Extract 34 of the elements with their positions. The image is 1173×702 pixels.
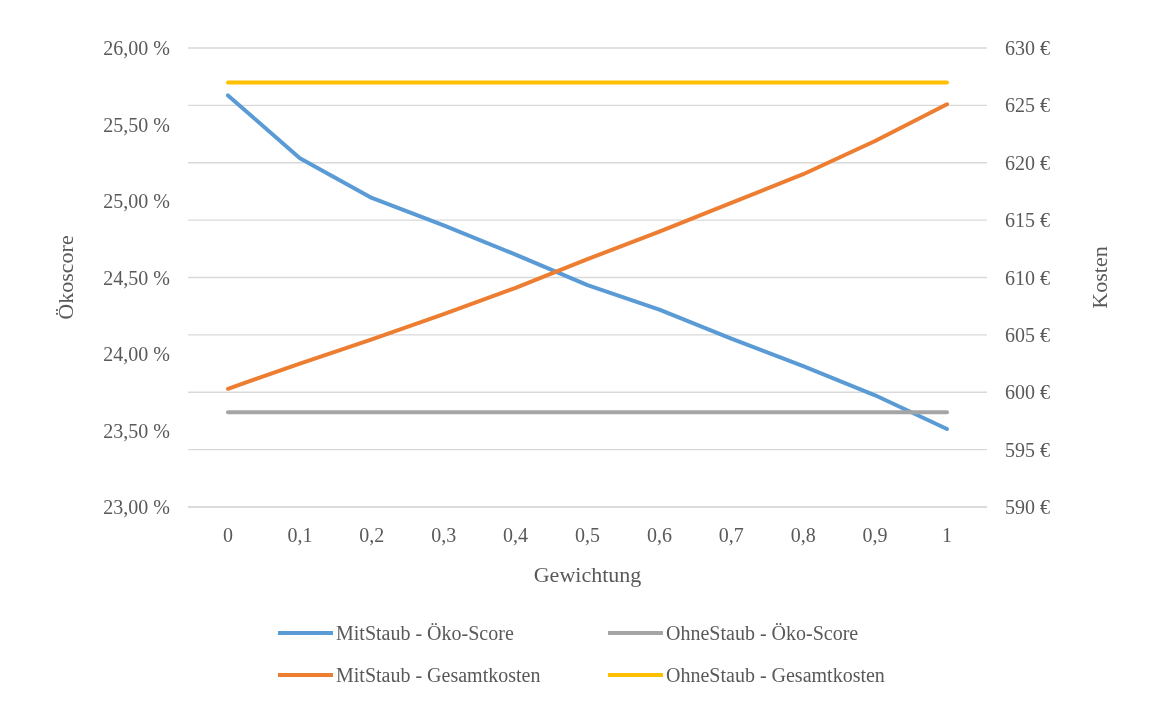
y2-tick-label: 605 €	[1005, 323, 1050, 346]
y-tick-label: 24,00 %	[103, 343, 170, 365]
y2-axis-title: Kosten	[1087, 246, 1112, 309]
x-tick-label: 0	[223, 524, 233, 546]
x-tick-label: 0,5	[575, 524, 600, 546]
y-tick-label: 23,00 %	[103, 496, 170, 518]
legend-label: MitStaub - Gesamtkosten	[336, 664, 541, 686]
y-axis-title: Ökoscore	[53, 235, 78, 320]
y-tick-label: 24,50 %	[103, 266, 170, 289]
y2-tick-label: 595 €	[1005, 438, 1050, 461]
x-tick-label: 0,7	[718, 524, 744, 546]
x-tick-label: 0,4	[503, 524, 529, 546]
legend-label: OhneStaub - Öko-Score	[666, 622, 859, 644]
x-tick-label: 1	[942, 524, 952, 546]
x-tick-label: 0,6	[646, 524, 672, 546]
y2-tick-label: 590 €	[1005, 496, 1050, 518]
y-tick-label: 25,00 %	[103, 190, 170, 212]
x-axis-title: Gewichtung	[533, 562, 642, 587]
y2-tick-label: 615 €	[1005, 209, 1050, 232]
y-tick-label: 23,50 %	[103, 419, 170, 442]
x-tick-label: 0,1	[287, 524, 313, 546]
x-tick-label: 0,2	[359, 524, 385, 546]
y2-tick-label: 620 €	[1005, 151, 1050, 174]
legend-label: OhneStaub - Gesamtkosten	[666, 664, 885, 686]
x-tick-label: 0,3	[431, 524, 457, 546]
legend-label: MitStaub - Öko-Score	[336, 622, 514, 644]
y2-tick-label: 625 €	[1005, 94, 1050, 117]
x-tick-label: 0,8	[790, 524, 816, 546]
y-tick-label: 26,00 %	[103, 37, 170, 59]
y2-tick-label: 630 €	[1005, 37, 1050, 59]
x-tick-label: 0,9	[862, 524, 888, 546]
y2-tick-label: 610 €	[1005, 266, 1050, 289]
y-tick-label: 25,50 %	[103, 113, 170, 136]
y2-tick-label: 600 €	[1005, 381, 1050, 404]
